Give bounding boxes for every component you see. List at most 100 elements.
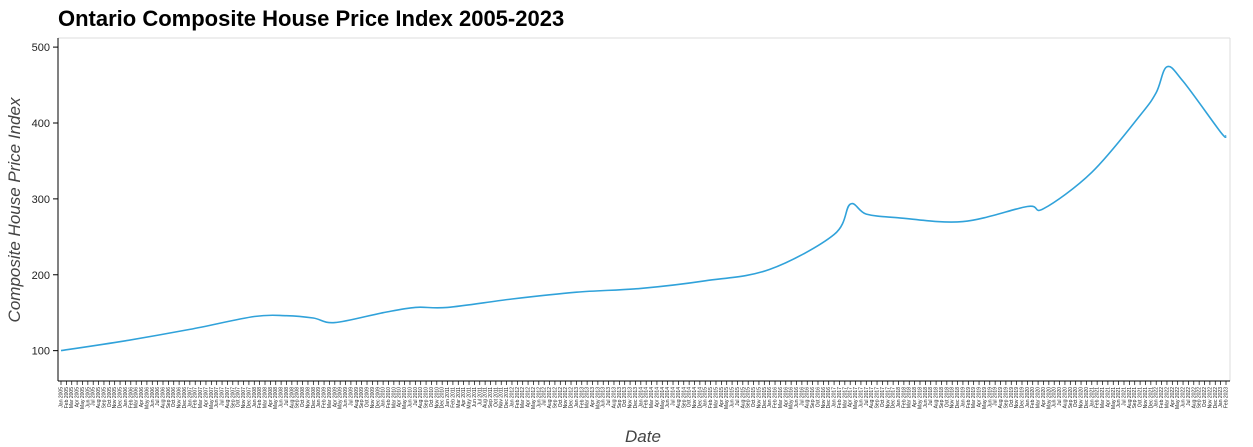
x-tick-label: Jun 2022 <box>1181 387 1187 408</box>
x-tick-label: Oct 2022 <box>1202 387 1208 408</box>
x-tick-label: Jul 2014 <box>671 387 677 406</box>
x-tick-label: Aug 2010 <box>418 387 424 409</box>
x-tick-label: Apr 2011 <box>461 387 467 407</box>
x-tick-label: Mar 2007 <box>198 387 204 408</box>
x-tick-label: May 2018 <box>917 387 923 409</box>
x-tick-label: Nov 2006 <box>177 387 183 409</box>
x-tick-label: Dec 2005 <box>118 387 124 409</box>
x-tick-label: Apr 2007 <box>203 387 209 408</box>
x-tick-label: Jul 2019 <box>993 387 999 406</box>
x-tick-label: Apr 2010 <box>397 387 403 408</box>
x-tick-label: Aug 2008 <box>289 387 295 409</box>
x-tick-label: Jul 2021 <box>1121 387 1127 406</box>
x-tick-label: Jan 2019 <box>960 387 966 408</box>
x-tick-label: Jan 2020 <box>1025 387 1031 408</box>
x-tick-label: Mar 2020 <box>1036 387 1042 408</box>
x-tick-label: Aug 2018 <box>934 387 940 409</box>
x-tick-label: Oct 2020 <box>1073 387 1079 408</box>
x-tick-label: Sep 2021 <box>1132 387 1138 409</box>
x-tick-label: Oct 2019 <box>1009 387 1015 408</box>
x-tick-label: Nov 2011 <box>499 387 505 408</box>
x-tick-label: Aug 2019 <box>998 387 1004 409</box>
x-tick-label: Jun 2014 <box>665 387 671 408</box>
x-tick-label: Jul 2006 <box>155 387 161 406</box>
x-tick-label: Feb 2010 <box>386 387 392 408</box>
x-tick-label: Feb 2020 <box>1030 387 1036 408</box>
x-tick-label: Jul 2005 <box>91 387 97 406</box>
x-tick-label: Jun 2008 <box>279 387 285 408</box>
x-tick-label: Jan 2012 <box>509 387 515 408</box>
x-tick-label: Apr 2015 <box>719 387 725 408</box>
x-tick-label: Aug 2006 <box>161 387 167 409</box>
x-tick-label: Jan 2021 <box>1089 387 1095 408</box>
chart-title: Ontario Composite House Price Index 2005… <box>58 6 565 31</box>
x-tick-label: Dec 2011 <box>504 387 510 408</box>
x-tick-label: Jun 2012 <box>536 387 542 408</box>
x-tick-label: Sep 2007 <box>230 387 236 409</box>
x-tick-label: May 2020 <box>1046 387 1052 409</box>
x-tick-label: Jan 2005 <box>59 387 65 408</box>
x-tick-label: Nov 2010 <box>434 387 440 409</box>
x-tick-label: Nov 2021 <box>1143 387 1149 409</box>
x-tick-label: Sep 2011 <box>488 387 494 408</box>
x-tick-label: May 2008 <box>273 387 279 409</box>
x-tick-label: May 2013 <box>595 387 601 409</box>
x-tick-label: Apr 2013 <box>590 387 596 408</box>
x-tick-label: Jun 2006 <box>150 387 156 408</box>
y-tick-label: 500 <box>32 42 50 54</box>
x-tick-label: Dec 2012 <box>569 387 575 409</box>
x-tick-label: Feb 2016 <box>773 387 779 408</box>
x-tick-label: Oct 2013 <box>622 387 628 408</box>
x-tick-label: Oct 2011 <box>493 387 499 407</box>
x-tick-label: Oct 2008 <box>300 387 306 408</box>
x-tick-label: Sep 2014 <box>681 387 687 409</box>
x-tick-label: Jan 2014 <box>638 387 644 408</box>
x-tick-label: Mar 2006 <box>134 387 140 408</box>
x-tick-label: May 2010 <box>402 387 408 409</box>
x-tick-label: Oct 2017 <box>880 387 886 408</box>
x-tick-label: Jun 2017 <box>858 387 864 408</box>
x-tick-label: Jul 2020 <box>1057 387 1063 406</box>
x-tick-label: Nov 2016 <box>821 387 827 409</box>
x-tick-label: Mar 2009 <box>327 387 333 408</box>
x-tick-label: Aug 2009 <box>354 387 360 409</box>
x-tick-label: Apr 2014 <box>654 387 660 408</box>
x-axis-title: Date <box>625 427 661 446</box>
x-tick-label: Oct 2010 <box>429 387 435 408</box>
y-tick-label: 300 <box>32 194 50 206</box>
x-tick-label: Sep 2022 <box>1197 387 1203 409</box>
x-tick-label: Nov 2015 <box>756 387 762 409</box>
x-tick-label: Oct 2005 <box>107 387 113 408</box>
x-tick-label: Dec 2022 <box>1213 387 1219 409</box>
x-tick-label: Apr 2012 <box>526 387 532 408</box>
x-tick-label: Aug 2011 <box>483 387 489 408</box>
x-tick-label: Oct 2006 <box>171 387 177 408</box>
x-tick-label: Dec 2021 <box>1148 387 1154 409</box>
x-tick-label: May 2009 <box>338 387 344 409</box>
x-tick-label: Sep 2017 <box>875 387 881 409</box>
x-tick-label: Sep 2010 <box>424 387 430 409</box>
x-tick-label: Dec 2016 <box>826 387 832 409</box>
x-tick-label: Jun 2016 <box>794 387 800 408</box>
x-tick-label: Nov 2019 <box>1014 387 1020 409</box>
x-tick-label: Dec 2015 <box>762 387 768 409</box>
x-tick-label: Apr 2016 <box>783 387 789 408</box>
x-tick-label: Jul 2017 <box>864 387 870 406</box>
x-tick-label: Nov 2018 <box>950 387 956 409</box>
x-tick-label: Jan 2007 <box>187 387 193 408</box>
x-tick-label: Aug 2022 <box>1191 387 1197 409</box>
x-tick-label: Aug 2015 <box>740 387 746 409</box>
x-tick-label: Jul 2022 <box>1186 387 1192 406</box>
x-tick-label: Mar 2008 <box>263 387 269 408</box>
x-tick-label: Oct 2009 <box>365 387 371 408</box>
x-tick-label: Mar 2018 <box>907 387 913 408</box>
x-tick-label: Nov 2022 <box>1207 387 1213 409</box>
x-tick-label: Jul 2015 <box>735 387 741 406</box>
x-tick-label: Dec 2013 <box>633 387 639 409</box>
x-tick-label: Oct 2007 <box>236 387 242 408</box>
x-tick-label: Sep 2013 <box>617 387 623 409</box>
x-tick-label: Oct 2015 <box>751 387 757 408</box>
x-tick-label: Jan 2018 <box>896 387 902 408</box>
x-tick-label: Dec 2019 <box>1019 387 1025 409</box>
